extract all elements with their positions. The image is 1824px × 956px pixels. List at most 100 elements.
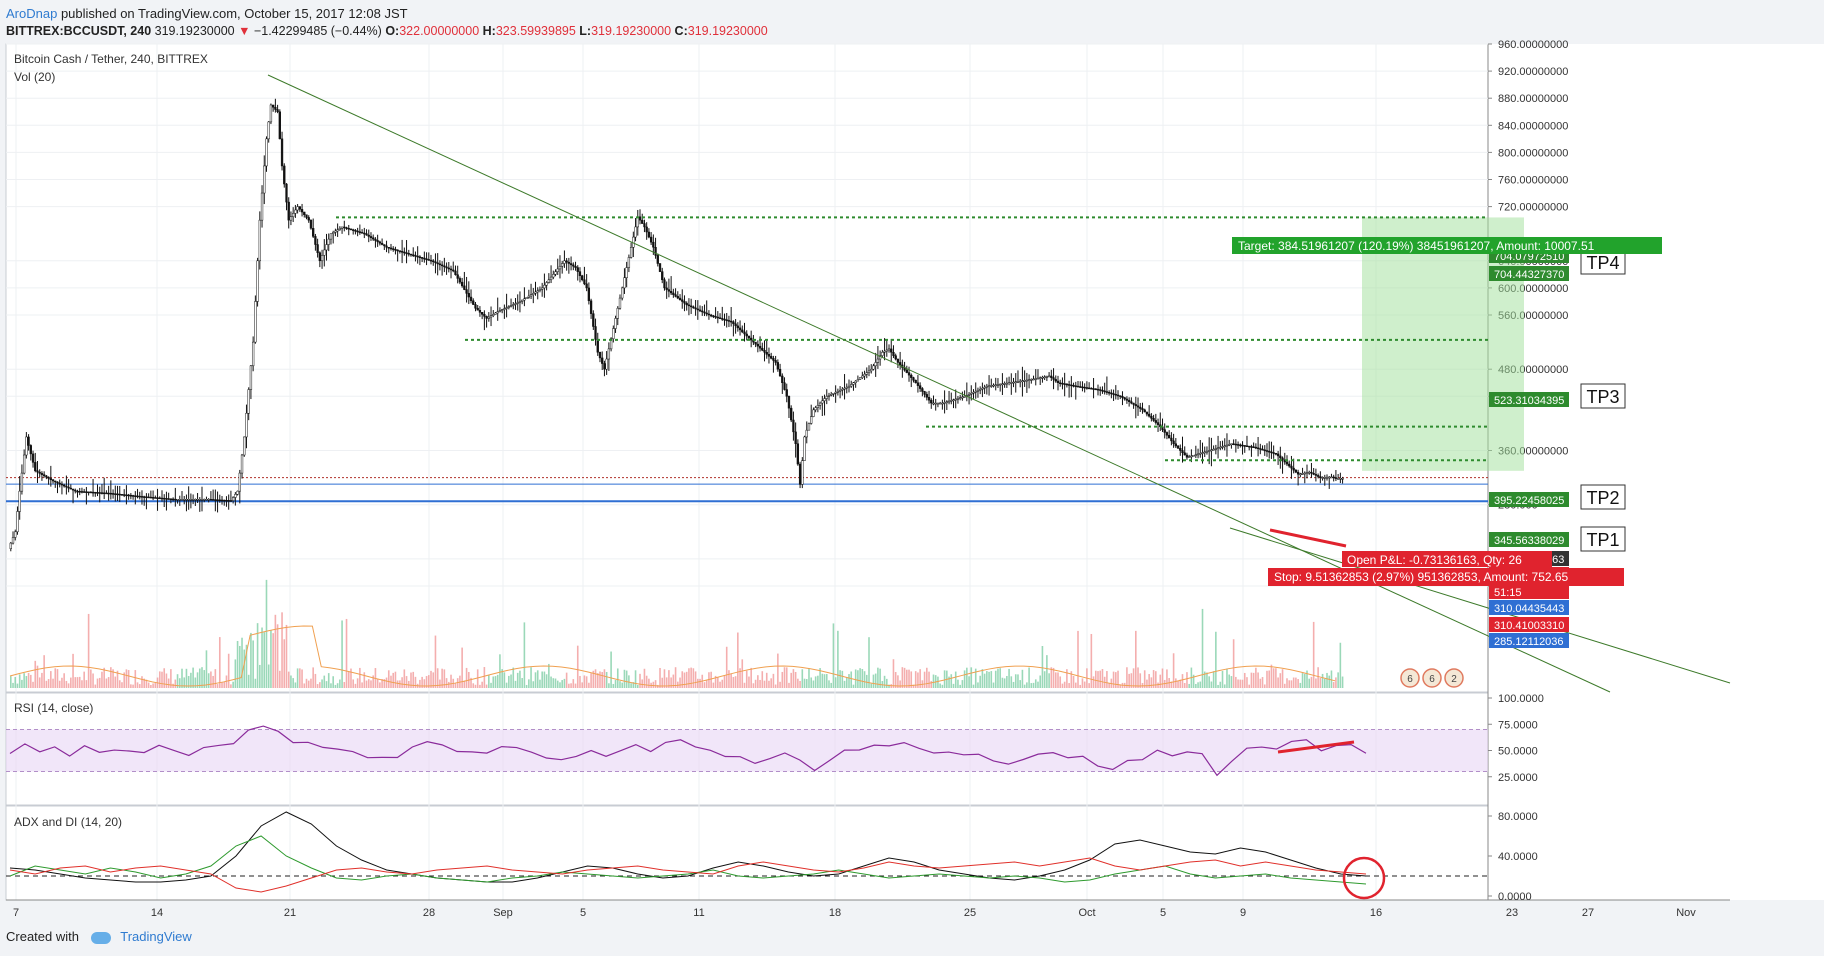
candle-body xyxy=(1236,444,1240,446)
volume-bar xyxy=(1046,655,1048,688)
volume-bar xyxy=(1152,670,1155,688)
candle-body xyxy=(647,231,651,238)
candle-body xyxy=(716,316,719,319)
volume-bar xyxy=(218,637,221,688)
tradingview-link[interactable]: TradingView xyxy=(120,929,192,944)
volume-bar xyxy=(230,684,232,688)
candle-body xyxy=(449,268,453,271)
author-link[interactable]: AroDnap xyxy=(6,6,58,21)
y-tick-label: 880.00000000 xyxy=(1498,93,1568,105)
candle-body xyxy=(443,265,446,268)
volume-bar xyxy=(405,676,408,688)
volume-bar xyxy=(341,620,343,688)
volume-bar xyxy=(623,669,626,688)
price-tag-bg xyxy=(1489,584,1569,599)
volume-bar xyxy=(868,637,870,688)
candle-body xyxy=(249,365,253,390)
volume-bar xyxy=(123,672,125,688)
x-tick-label: 7 xyxy=(13,907,19,919)
candle-body xyxy=(254,301,257,343)
volume-bar xyxy=(52,678,54,688)
candle-body xyxy=(347,228,350,230)
candle-body xyxy=(56,481,59,484)
volume-bar xyxy=(1057,672,1059,688)
candle-body xyxy=(1308,471,1311,474)
volume-bar xyxy=(992,682,995,688)
candle-body xyxy=(770,356,773,359)
volume-bar xyxy=(761,671,764,688)
volume-bar xyxy=(1312,621,1315,688)
candle-body xyxy=(40,473,44,475)
event-icon xyxy=(1422,668,1442,688)
candle-body xyxy=(94,491,97,494)
candle-body xyxy=(625,267,628,278)
volume-bar xyxy=(276,624,279,688)
volume-bar xyxy=(227,653,230,688)
candle-body xyxy=(394,249,397,251)
volume-bar xyxy=(674,667,677,688)
candle-body xyxy=(1112,393,1115,395)
volume-bar xyxy=(745,670,748,688)
volume-bar xyxy=(421,676,423,688)
candle-body xyxy=(563,260,566,264)
candle-body xyxy=(1043,376,1046,379)
candle-body xyxy=(734,323,737,327)
volume-bar xyxy=(125,669,128,688)
volume-bar xyxy=(1054,672,1057,688)
candle-body xyxy=(229,500,233,502)
candle-body xyxy=(905,369,908,373)
volume-bar xyxy=(1306,670,1308,688)
volume-bar xyxy=(205,650,208,688)
volume-bar xyxy=(61,677,63,688)
ohlc-open-label: O: xyxy=(385,24,400,38)
volume-bar xyxy=(808,668,810,688)
volume-bar xyxy=(750,667,752,688)
volume-bar xyxy=(1208,676,1210,688)
volume-bar xyxy=(465,667,468,688)
candle-body xyxy=(1221,446,1224,448)
event-icon-label: 6 xyxy=(1407,674,1413,685)
candle-body xyxy=(727,320,731,322)
candle-body xyxy=(432,260,435,263)
volume-bar xyxy=(1235,676,1237,688)
volume-bar xyxy=(1181,674,1184,688)
candle-body xyxy=(558,265,562,270)
candle-body xyxy=(396,249,399,252)
volume-bar xyxy=(250,632,252,688)
candle-body xyxy=(1052,377,1055,380)
volume-bar xyxy=(305,678,308,688)
candle-body xyxy=(623,277,626,289)
candle-body xyxy=(374,238,377,241)
candle-body xyxy=(332,232,335,234)
candle-body xyxy=(458,278,462,283)
candle-body xyxy=(58,482,61,485)
volume-bar xyxy=(1157,682,1159,688)
candle-body xyxy=(298,206,301,210)
candle-body xyxy=(211,499,215,501)
candle-body xyxy=(63,484,66,487)
x-tick-label: 18 xyxy=(829,907,841,919)
volume-bar xyxy=(403,669,406,688)
volume-bar xyxy=(950,674,953,688)
volume-bar xyxy=(485,684,488,688)
candle-body xyxy=(1094,388,1097,391)
candle-body xyxy=(483,314,486,317)
volume-bar xyxy=(630,683,632,688)
candle-body xyxy=(329,233,333,240)
candle-body xyxy=(1281,457,1284,461)
candle-body xyxy=(785,389,788,397)
candle-body xyxy=(587,287,591,302)
candle-body xyxy=(27,436,30,446)
candle-body xyxy=(652,241,655,248)
chart-title: Bitcoin Cash / Tether, 240, BITTREX xyxy=(14,52,208,66)
candle-body xyxy=(447,267,450,270)
candle-body xyxy=(890,348,893,353)
volume-bar xyxy=(610,651,612,688)
event-icon xyxy=(1400,668,1420,688)
candle-body xyxy=(380,242,384,245)
candle-body xyxy=(1181,450,1184,454)
candle-body xyxy=(294,209,297,214)
candle-body xyxy=(1116,394,1120,397)
volume-bar xyxy=(1315,678,1317,688)
